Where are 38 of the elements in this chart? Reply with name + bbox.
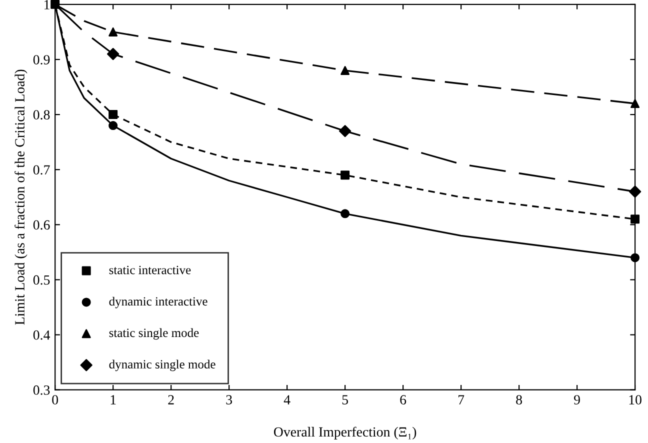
point [108, 121, 118, 130]
point [340, 66, 350, 75]
x-tick-label: 1 [110, 395, 116, 404]
x-tick-label: 6 [400, 395, 406, 404]
x-tick-label: 3 [226, 395, 232, 404]
point [107, 48, 120, 60]
legend-label: dynamic interactive [109, 296, 208, 308]
x-tick-label: 5 [342, 395, 348, 404]
legend-label: static interactive [109, 266, 191, 274]
point [630, 214, 640, 224]
x-tick-label: 0 [52, 395, 58, 404]
y-tick-label: 0.9 [33, 55, 50, 65]
point [338, 124, 352, 138]
x-tick-label: 8 [516, 395, 522, 404]
x-axis-title: Overall Imperfection (Ξ₁) [274, 426, 416, 440]
y-axis-title: Limit Load (as a fraction of the Critical Load) [14, 70, 28, 325]
y-tick-label: 0.8 [33, 110, 50, 120]
x-tick-label: 7 [458, 395, 464, 404]
y-tick-label: 0.5 [33, 275, 50, 285]
point [340, 170, 350, 180]
x-tick-label: 9 [574, 395, 580, 404]
x-tick-label: 4 [284, 395, 290, 404]
point [108, 110, 118, 120]
x-tick-label: 2 [168, 395, 174, 404]
y-tick-label: 0.4 [33, 330, 50, 340]
point [108, 27, 118, 36]
legend-label: dynamic single mode [109, 360, 216, 372]
y-tick-label: 0.7 [33, 165, 50, 175]
point [630, 253, 640, 262]
point [50, 0, 60, 9]
y-tick-label: 0.6 [33, 220, 50, 230]
legend-label: static single mode [109, 328, 199, 340]
y-tick-label: 0.3 [33, 385, 50, 395]
x-tick-label: 10 [629, 395, 642, 404]
point [628, 186, 642, 198]
point [630, 99, 640, 108]
point [340, 209, 350, 218]
y-tick-label: 1 [44, 0, 50, 10]
